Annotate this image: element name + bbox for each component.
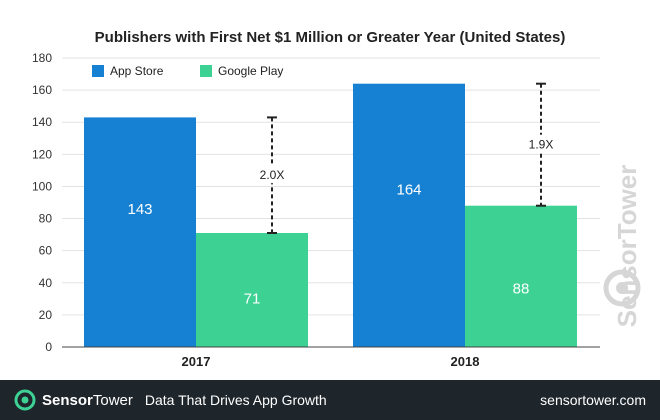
x-tick-label: 2018 bbox=[451, 354, 480, 369]
watermark: SensorTower bbox=[603, 165, 642, 328]
bar-value-label: 143 bbox=[127, 201, 152, 218]
y-tick-label: 0 bbox=[45, 340, 52, 354]
bar-google-play-2017 bbox=[196, 233, 308, 347]
chart-title: Publishers with First Net $1 Million or … bbox=[95, 29, 566, 46]
x-tick-label: 2017 bbox=[182, 354, 211, 369]
y-tick-label: 40 bbox=[39, 276, 53, 290]
footer-website[interactable]: sensortower.com bbox=[540, 392, 646, 408]
multiplier-label-bg bbox=[254, 165, 290, 184]
y-tick-label: 60 bbox=[39, 244, 53, 258]
bar-app-store-2017 bbox=[84, 117, 196, 348]
multiplier-label: 1.9X bbox=[529, 138, 554, 152]
watermark-text: SensorTower bbox=[612, 165, 642, 328]
y-tick-label: 120 bbox=[32, 147, 52, 161]
y-axis-ticks: 0 20 40 60 80 100 120 140 160 180 bbox=[32, 51, 52, 354]
multiplier-markers: 2.0X 1.9X bbox=[254, 82, 559, 235]
y-tick-label: 20 bbox=[39, 308, 53, 322]
bar-value-label: 88 bbox=[513, 280, 530, 297]
multiplier-label-bg bbox=[523, 134, 559, 153]
bars: 143 71 164 88 bbox=[84, 83, 577, 348]
bar-app-store-2018 bbox=[353, 83, 465, 347]
y-tick-label: 140 bbox=[32, 115, 52, 129]
legend-swatch bbox=[200, 65, 212, 77]
watermark-logo-icon bbox=[603, 269, 641, 307]
bar-value-label: 164 bbox=[396, 181, 421, 198]
multiplier-label: 2.0X bbox=[260, 168, 285, 182]
sensortower-logo-icon bbox=[14, 389, 36, 411]
chart: Publishers with First Net $1 Million or … bbox=[32, 29, 642, 369]
legend-label: Google Play bbox=[218, 64, 283, 78]
brand-name-tower: Tower bbox=[92, 391, 133, 409]
footer-tagline: Data That Drives App Growth bbox=[144, 392, 327, 408]
y-tick-label: 80 bbox=[39, 212, 53, 226]
legend: App Store Google Play bbox=[92, 64, 283, 78]
bar-value-label: 71 bbox=[244, 291, 261, 308]
legend-swatch bbox=[92, 65, 104, 77]
x-axis-ticks: 2017 2018 bbox=[182, 354, 480, 369]
y-tick-label: 180 bbox=[32, 51, 52, 65]
footer-bar: Sensor Tower Data That Drives App Growth… bbox=[0, 380, 660, 420]
y-tick-label: 100 bbox=[32, 179, 52, 193]
bar-google-play-2018 bbox=[465, 205, 577, 347]
y-tick-label: 160 bbox=[32, 83, 52, 97]
legend-label: App Store bbox=[110, 64, 164, 78]
brand-name-sensor: Sensor bbox=[42, 391, 93, 409]
